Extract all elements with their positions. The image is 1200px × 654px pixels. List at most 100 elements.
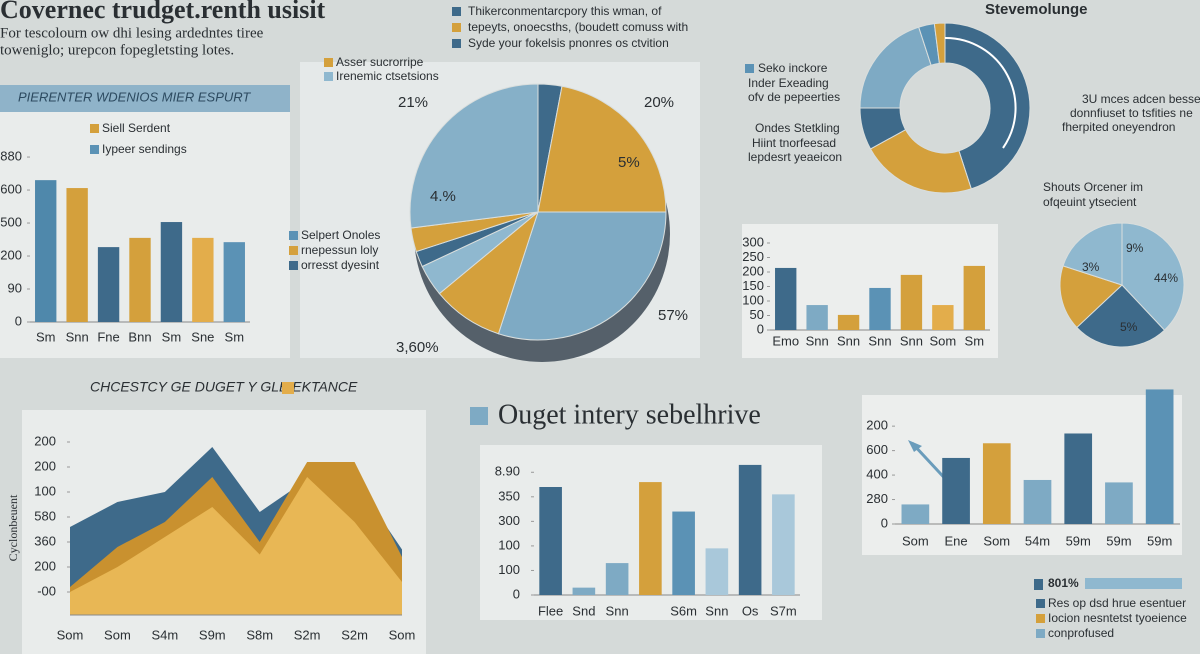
x-tick-label: S2m [294, 627, 321, 642]
bar [932, 305, 954, 330]
legend-bar [1085, 578, 1182, 589]
annotation: 3% [1082, 260, 1100, 274]
title-swatch [470, 407, 488, 425]
bar [66, 188, 88, 322]
x-tick-label: S9m [199, 627, 226, 642]
legend-swatch [324, 72, 333, 81]
pie-slice [1062, 222, 1123, 286]
x-tick-label: Snn [806, 333, 829, 348]
legend-swatch [452, 23, 461, 32]
title-band [0, 85, 290, 112]
bar [901, 504, 930, 524]
x-tick-label: 54m [1025, 533, 1050, 548]
y-tick-label: 350 [498, 488, 520, 503]
bar [738, 464, 762, 595]
annotation: Inder Exeading [748, 76, 829, 90]
annotation: 9% [1126, 241, 1144, 255]
donut-segment [944, 22, 1031, 190]
y-tick-label: 880 [0, 148, 22, 163]
legend-swatch [289, 246, 298, 255]
x-tick-label: Flee [538, 603, 563, 618]
pie-slice [497, 211, 667, 341]
annotation-swatch [745, 64, 754, 73]
annotation: Shouts Orcener im [1043, 180, 1143, 194]
bar [900, 274, 923, 330]
legend-swatch [1034, 579, 1043, 590]
y-tick-label: 200 [866, 418, 888, 433]
y-tick-label: 0 [15, 313, 22, 328]
annotation: 20% [644, 94, 674, 111]
legend-text: Selpert Onoles [301, 228, 380, 242]
x-tick-label: Sm [965, 333, 985, 348]
legend-swatch [1036, 629, 1045, 638]
donut-ring [944, 36, 1017, 149]
annotation: Ondes Stetkling [755, 121, 840, 135]
subtitle: toweniglo; urepcon fopegletsting lotes. [0, 42, 234, 58]
annotation: 3,60% [396, 339, 439, 356]
legend-text: Thikerconmentarcpory this wman, of [468, 4, 662, 18]
y-axis-label: Cyclonbeuent [6, 494, 20, 561]
x-tick-label: 59m [1066, 533, 1091, 548]
y-tick-label: 400 [866, 467, 888, 482]
chart-title: CHCESTCY GE DUGET Y GLE EKTANCE [90, 379, 358, 395]
chart-title: Stevemolunge [985, 1, 1088, 18]
bar [1064, 433, 1093, 524]
legend-text: Asser sucrorripe [336, 55, 424, 69]
bar [672, 511, 695, 595]
x-tick-label: Snn [606, 603, 629, 618]
x-tick-label: Sm [225, 329, 245, 344]
x-tick-label: Som [902, 533, 929, 548]
y-tick-label: 500 [0, 214, 22, 229]
y-tick-label: 0 [513, 586, 520, 601]
area [70, 477, 402, 615]
annotation: Seko inckore [758, 61, 828, 75]
annotation: 3U mces adcen besses [1082, 92, 1200, 106]
y-tick-label: 100 [498, 562, 520, 577]
legend-text: orresst dyesint [301, 258, 380, 272]
x-tick-label: S8m [246, 627, 273, 642]
chart-title: PIERENTER WDENIOS MIER ESPURT [18, 89, 251, 104]
y-tick-label: 200 [34, 558, 56, 573]
x-tick-label: Snn [900, 333, 923, 348]
pie-slice [1121, 222, 1185, 331]
y-tick-label: 200 [34, 458, 56, 473]
y-tick-label: 0 [757, 321, 764, 336]
y-tick-label: 360 [34, 533, 56, 548]
page-title: Covernec trudget.renth usisit [0, 0, 326, 24]
x-tick-label: Snn [66, 329, 89, 344]
y-tick-label: 200 [0, 247, 22, 262]
title-swatch [282, 382, 294, 394]
annotation: lepdesrt yeaeicon [748, 150, 842, 164]
y-tick-label: 50 [750, 307, 764, 322]
bar [35, 180, 57, 322]
y-tick-label: 300 [498, 513, 520, 528]
legend-text: Iypeer sendings [102, 142, 187, 156]
x-tick-label: Snn [705, 603, 728, 618]
legend-swatch [289, 261, 298, 270]
x-tick-label: Sm [162, 329, 182, 344]
x-tick-label: Bnn [128, 329, 151, 344]
y-tick-label: 90 [8, 280, 22, 295]
y-tick-label: 8.90 [495, 464, 520, 479]
x-tick-label: Som [57, 627, 84, 642]
bar [775, 267, 797, 330]
y-tick-label: 280 [866, 491, 888, 506]
annotation: 5% [1120, 320, 1138, 334]
bar [1105, 482, 1133, 524]
y-tick-label: 200 [742, 263, 764, 278]
y-tick-label: 600 [866, 442, 888, 457]
annotation: 4.% [430, 188, 456, 205]
donut-segment [859, 26, 932, 109]
x-tick-label: Emo [772, 333, 799, 348]
y-tick-label: 0 [881, 515, 888, 530]
bar [963, 265, 985, 330]
x-tick-label: Snn [868, 333, 891, 348]
y-tick-label: -00 [37, 583, 56, 598]
legend-text: Res op dsd hrue esentuer [1048, 596, 1186, 610]
legend-swatch [324, 58, 333, 67]
legend-swatch [452, 7, 461, 16]
y-tick-label: 250 [742, 249, 764, 264]
x-tick-label: Os [742, 603, 759, 618]
y-tick-label: 200 [34, 433, 56, 448]
